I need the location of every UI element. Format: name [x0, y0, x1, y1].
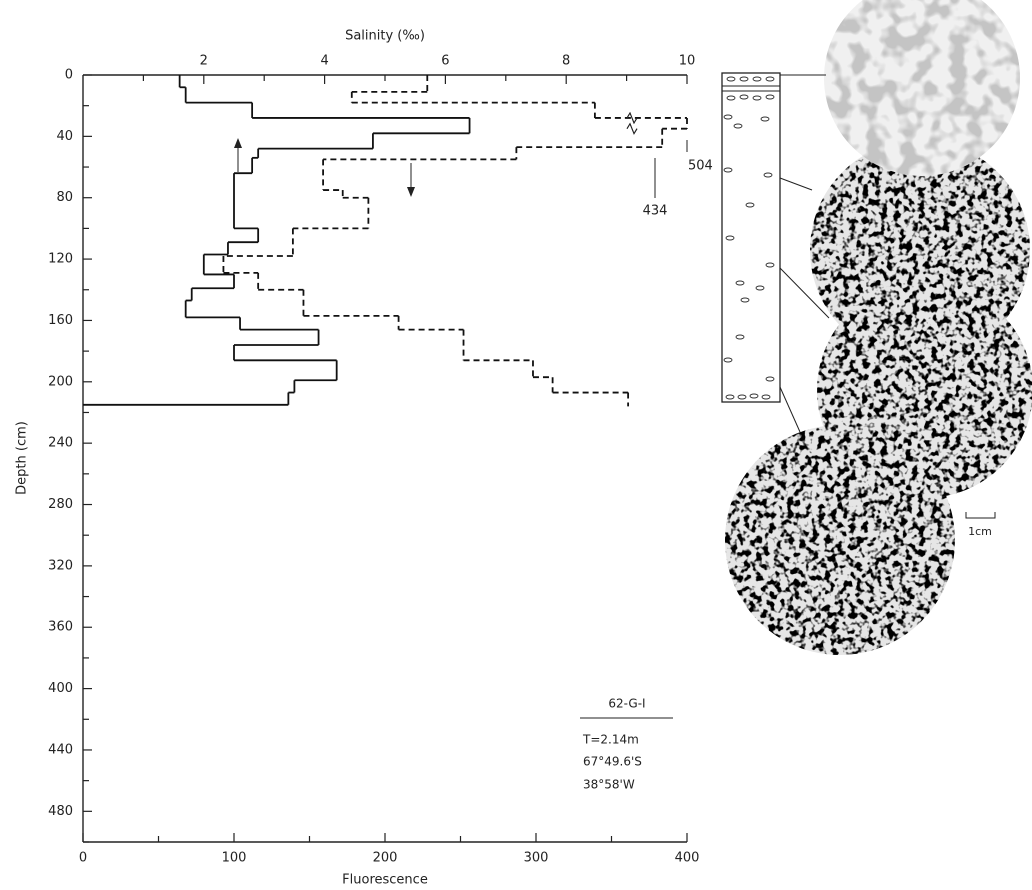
x-tick-label: 300 — [524, 851, 549, 866]
axis-break — [626, 111, 638, 125]
station-info: T=2.14m — [582, 733, 639, 747]
axes-frame — [82, 74, 687, 843]
y-tick-label: 480 — [48, 804, 73, 819]
y-tick-label: 320 — [48, 558, 73, 573]
y-tick-label: 40 — [56, 129, 73, 144]
annotation: 434 — [643, 204, 668, 219]
station-id: 62-G-I — [608, 697, 645, 711]
y-tick-label: 120 — [48, 252, 73, 267]
y-tick-label: 360 — [48, 620, 73, 635]
top-axis-title: Salinity (‰) — [345, 29, 425, 44]
station-info: 67°49.6'S — [583, 755, 642, 769]
scale-label: 1cm — [968, 525, 992, 538]
y-tick-label: 160 — [48, 313, 73, 328]
thin-section-photos — [725, 0, 1032, 655]
x2-tick-label: 6 — [441, 54, 449, 69]
direction-arrows — [234, 138, 688, 198]
y-tick-label: 440 — [48, 742, 73, 757]
x-tick-label: 200 — [373, 851, 398, 866]
y-tick-label: 400 — [48, 681, 73, 696]
annotation: 504 — [688, 159, 713, 174]
x2-tick-label: 10 — [679, 54, 696, 69]
y-tick-label: 280 — [48, 497, 73, 512]
axis-break — [626, 122, 638, 135]
x2-tick-label: 2 — [200, 54, 208, 69]
y-tick-label: 0 — [65, 68, 73, 83]
y-tick-label: 80 — [56, 190, 73, 205]
core-sketch — [721, 72, 996, 519]
y-tick-label: 240 — [48, 436, 73, 451]
x2-tick-label: 4 — [320, 54, 328, 69]
station-info: 38°58'W — [583, 778, 635, 792]
x2-tick-label: 8 — [562, 54, 570, 69]
x-axis-title: Fluorescence — [342, 873, 428, 888]
y-tick-label: 200 — [48, 374, 73, 389]
x-tick-label: 0 — [79, 851, 87, 866]
y-axis-title: Depth (cm) — [15, 421, 30, 495]
x-tick-label: 400 — [675, 851, 700, 866]
x-tick-label: 100 — [222, 851, 247, 866]
